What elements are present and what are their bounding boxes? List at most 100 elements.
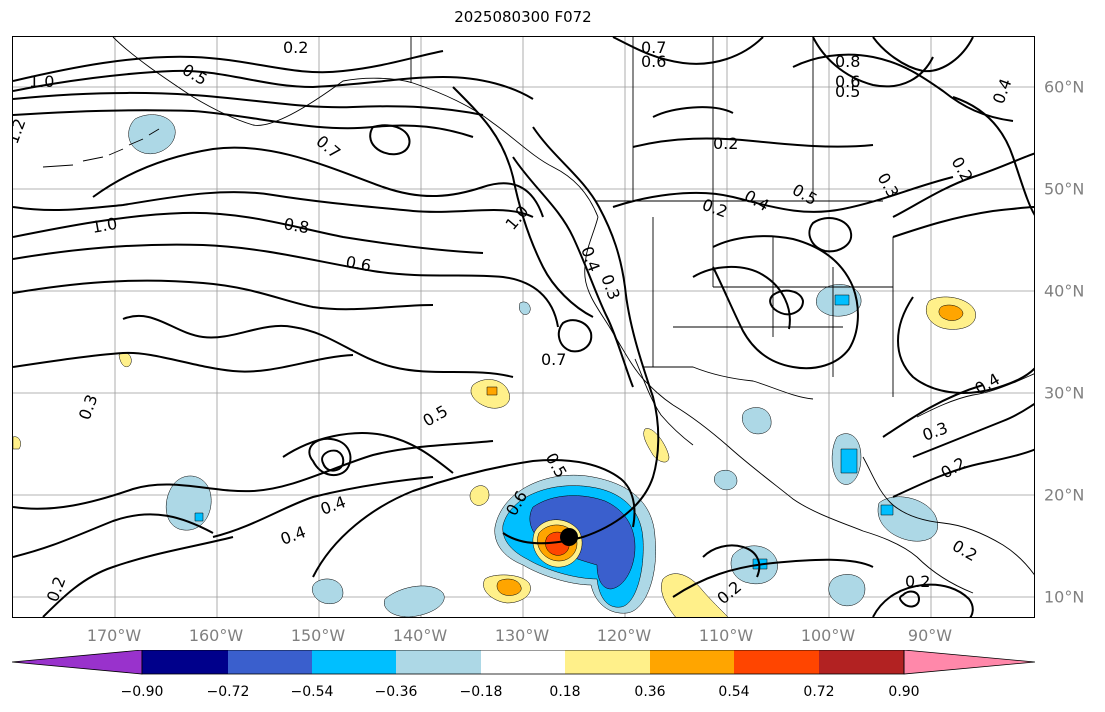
contour-label: 0.4 <box>741 186 773 215</box>
colorbar-segment <box>734 650 819 674</box>
colorbar-segment <box>142 650 228 674</box>
contour-label: 0.2 <box>905 572 930 591</box>
longitude-label: 100°W <box>800 626 856 645</box>
negative-anomaly-blob <box>519 301 531 315</box>
contour-label: 0.2 <box>700 195 730 222</box>
contour-line <box>672 558 874 598</box>
colorbar-tick-label: 0.36 <box>634 684 666 700</box>
contour-label: 0.2 <box>948 154 977 186</box>
colorbar-segment <box>228 650 312 674</box>
contour-label: 0.2 <box>713 134 738 153</box>
storm-center-marker <box>560 528 578 546</box>
colorbar-segment <box>396 650 481 674</box>
contour-line <box>502 126 660 545</box>
colorbar-tick-label: 0.72 <box>803 684 835 700</box>
contour-line <box>769 289 805 316</box>
contour-line <box>13 191 534 218</box>
positive-anomaly-blob <box>486 386 498 396</box>
negative-anomaly-blob <box>742 407 772 435</box>
contour-label: 0.5 <box>420 401 452 430</box>
contour-line <box>13 69 534 100</box>
mexico-pacific-coast <box>672 404 974 594</box>
colorbar-outline <box>141 650 905 675</box>
map-title: 2025080300 F072 <box>454 8 592 26</box>
colorbar-tick-label: −0.90 <box>120 684 164 700</box>
positive-anomaly-blob <box>496 578 522 596</box>
aleutian-islands <box>42 128 160 168</box>
contour-label: 0.3 <box>920 418 950 445</box>
negative-anomaly-blob <box>828 574 866 607</box>
longitude-label: 140°W <box>392 626 448 645</box>
contour-label: 1.2 <box>13 116 29 146</box>
contour-label: 0.2 <box>938 453 970 482</box>
contour-line <box>13 279 434 311</box>
colorbar-segment <box>312 650 396 674</box>
contour-line <box>512 156 634 388</box>
coastlines-and-borders <box>42 37 1034 594</box>
contour-line <box>13 513 214 558</box>
canada-pacific-coast <box>412 82 599 218</box>
contour-line <box>13 211 484 254</box>
contour-label: 0.2 <box>713 577 745 608</box>
baja-california <box>634 358 694 446</box>
positive-anomaly-blob <box>469 485 490 506</box>
contour-label: 0.8 <box>835 52 860 71</box>
colorbar-tick-label: 0.54 <box>718 684 750 700</box>
alaska-coast <box>112 37 414 126</box>
colorbar-segment <box>819 650 904 674</box>
colorbar-tick-label: 0.90 <box>888 684 920 700</box>
contour-line <box>557 319 593 353</box>
contour-line <box>872 583 974 617</box>
contour-label: 0.8 <box>282 214 310 237</box>
colorbar-extend-left <box>12 650 143 675</box>
latitude-label: 30°N <box>1044 383 1085 403</box>
contour-line <box>912 403 1034 458</box>
colorbar-tick-label: −0.36 <box>374 684 418 700</box>
us-mexico-border <box>643 366 814 400</box>
contour-line <box>612 176 954 213</box>
contour-line <box>13 91 484 116</box>
contour-line <box>13 50 444 82</box>
negative-anomaly-blob <box>840 448 858 474</box>
longitude-label: 110°W <box>698 626 754 645</box>
contour-label: 0.5 <box>835 82 860 101</box>
state-border <box>652 201 894 397</box>
contour-line <box>632 137 874 148</box>
contour-label: 0.6 <box>641 52 666 71</box>
contour-label: 0.6 <box>835 72 860 91</box>
contour-label: 0.4 <box>278 522 308 549</box>
latitude-label: 40°N <box>1044 281 1085 301</box>
negative-anomaly-blob <box>128 114 176 155</box>
contour-line <box>612 37 764 65</box>
gulf-mexico-coast <box>862 456 1034 575</box>
contour-label: 1.0 <box>90 214 118 237</box>
colorbar-extend-right <box>903 650 1035 675</box>
latitude-label: 10°N <box>1044 587 1085 607</box>
negative-anomaly-blob <box>312 578 344 605</box>
colorbar-tick-label: −0.72 <box>206 684 250 700</box>
contour-label: 0.3 <box>597 272 624 302</box>
contour-line <box>369 124 411 156</box>
longitude-label: 170°W <box>86 626 142 645</box>
contour-label: 0.2 <box>949 536 981 565</box>
contour-label: 0.4 <box>989 76 1016 106</box>
map-panel: 0.2 0.5 1.0 1.2 0.7 0.7 0.6 0.8 0.6 0.5 … <box>12 36 1035 618</box>
contour-label: 0.2 <box>283 38 308 57</box>
contour-label: 0.2 <box>43 574 70 604</box>
positive-anomaly-blob <box>13 436 21 450</box>
colorbar-tick-label: −0.18 <box>459 684 503 700</box>
negative-anomaly-blob <box>714 470 738 491</box>
longitude-label: 120°W <box>596 626 652 645</box>
positive-anomaly-blob <box>938 304 964 321</box>
contour-line <box>892 448 1034 498</box>
contour-line <box>692 265 791 330</box>
negative-anomaly-blob <box>877 496 938 542</box>
contour-line <box>892 152 1034 218</box>
negative-anomaly-blob <box>383 585 445 617</box>
shaded-anomaly-fields <box>13 114 976 617</box>
colorbar-segment <box>650 650 734 674</box>
contour-line <box>812 37 934 88</box>
contour-line <box>282 432 454 474</box>
colorbar-tick-label: 0.18 <box>549 684 581 700</box>
contour-line <box>122 314 514 378</box>
